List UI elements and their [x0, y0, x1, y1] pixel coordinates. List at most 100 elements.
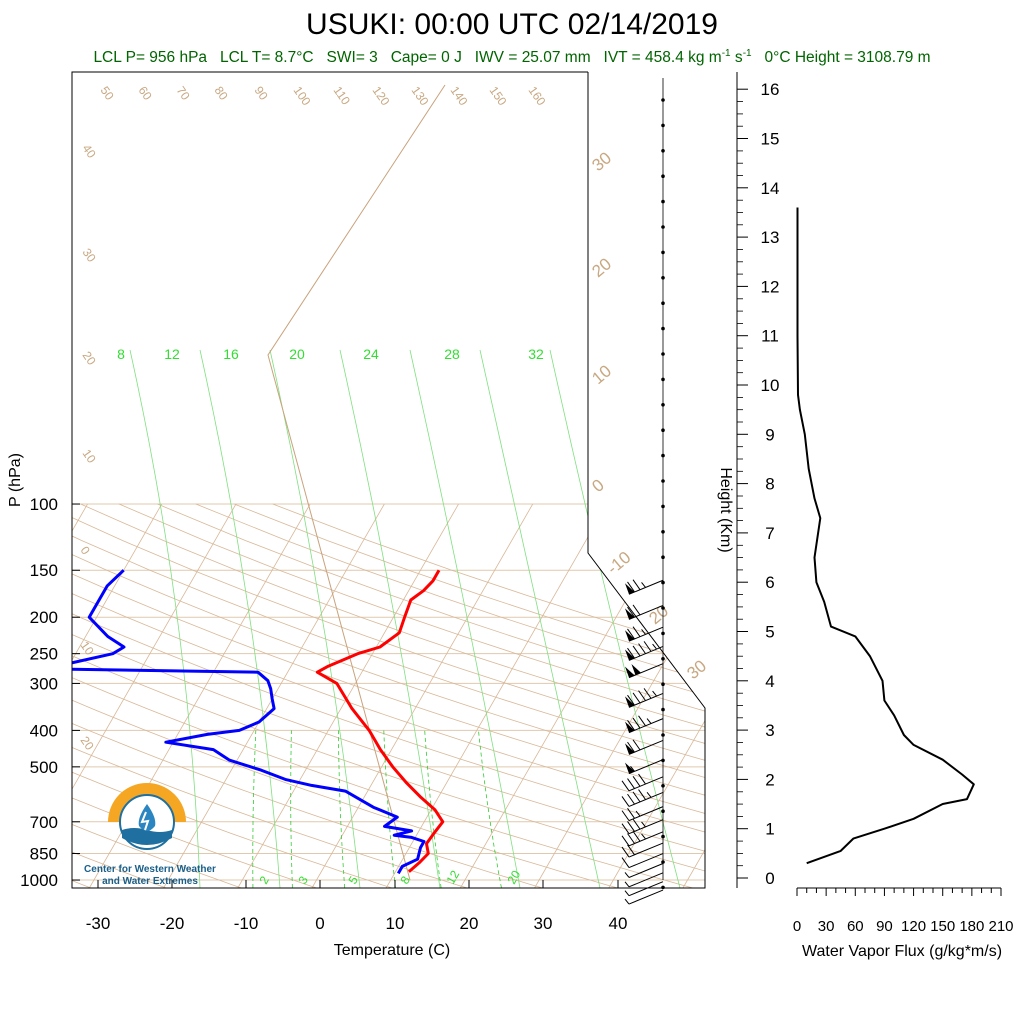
- isotherm: [534, 503, 705, 888]
- barb-level-dot: [661, 707, 665, 712]
- dry-adiabat: [72, 503, 705, 888]
- dry-adiabat-label: 20: [78, 734, 97, 753]
- wind-barb-flag: [625, 649, 635, 661]
- mixing-ratio-label: 12: [443, 868, 462, 887]
- dry-adiabat: [72, 503, 543, 888]
- ivt-text: IVT = 458.4 kg m-1 s-1: [603, 48, 752, 67]
- wind-barb-feather: [621, 846, 630, 858]
- height-tick-label: 4: [765, 672, 774, 691]
- y-tick-label: 500: [30, 758, 58, 777]
- barb-level-dot: [661, 530, 665, 534]
- wind-barb-feather: [638, 773, 646, 785]
- wind-barb-feather: [643, 688, 652, 699]
- wind-barb-flag: [625, 762, 635, 774]
- y-tick-label: 700: [30, 813, 58, 832]
- isotherm: [460, 503, 682, 888]
- x-tick-label: -10: [234, 914, 259, 933]
- isotherm: [682, 503, 705, 888]
- barb-level-dot: [661, 301, 665, 306]
- mixing-ratio-line: [338, 730, 346, 888]
- dry-adiabat: [72, 503, 705, 888]
- wind-barb-feather: [632, 692, 641, 704]
- wind-barb-feather: [627, 778, 635, 789]
- dry-adiabat-label: 50: [98, 84, 117, 103]
- dry-adiabat: [72, 503, 242, 888]
- dry-adiabat: [72, 503, 705, 888]
- height-tick-label: 8: [765, 475, 774, 494]
- x-axis-title: Temperature (C): [334, 942, 450, 959]
- barb-level-dot: [661, 403, 665, 407]
- y-tick-label: 400: [30, 721, 58, 740]
- wind-barb-feather: [632, 830, 641, 842]
- dry-adiabat-label: 10: [78, 639, 97, 658]
- isotherm: [608, 503, 705, 888]
- wind-barb-feather: [621, 780, 630, 792]
- y-tick-label: 200: [30, 608, 58, 627]
- wind-barb: [628, 739, 664, 755]
- wind-barb: [628, 645, 664, 661]
- logo-caption: Center for Western Weather and Water Ext…: [70, 864, 230, 888]
- wind-barb-feather: [632, 791, 641, 803]
- wind-barb-feather: [627, 844, 635, 856]
- height-tick-label: 9: [765, 425, 774, 444]
- height-tick-label: 13: [761, 228, 780, 247]
- barb-level-dot: [661, 123, 665, 128]
- dry-adiabat: [72, 503, 705, 888]
- wind-barb-feather: [627, 647, 635, 659]
- dry-adiabat-label: 140: [448, 84, 471, 109]
- wind-barb-feather: [627, 606, 635, 618]
- height-tick-label: 3: [765, 721, 774, 740]
- mixing-ratio-line: [478, 730, 502, 888]
- parcel-line: [267, 84, 446, 881]
- mixing-ratio-label: 20: [504, 868, 523, 887]
- barb-level-dot: [661, 555, 665, 559]
- wind-barb: [628, 604, 664, 620]
- wind-barb-feather: [627, 833, 635, 844]
- wind-barb-feather: [621, 835, 630, 847]
- isotherm-label: 30: [683, 656, 710, 683]
- wind-barb-feather: [643, 641, 652, 652]
- barb-level-dot: [661, 377, 665, 382]
- mixing-ratio-label: 2: [256, 873, 272, 886]
- skewt-sounding-lines: [72, 569, 445, 875]
- dry-adiabat-label: 70: [174, 84, 193, 103]
- dry-adiabat: [72, 503, 705, 888]
- wind-barb-half-feather: [646, 792, 652, 798]
- isotherm-label: 30: [588, 148, 615, 175]
- wind-barb-flag: [625, 583, 635, 595]
- mixing-ratio-label: 8: [397, 873, 413, 886]
- mixing-ratio-line: [383, 730, 396, 888]
- height-tick-label: 11: [761, 327, 779, 346]
- y-tick-label: 300: [30, 674, 58, 693]
- cape-text: Cape= 0 J: [390, 49, 462, 67]
- isotherm: [72, 503, 237, 888]
- barb-level-dot: [661, 885, 665, 890]
- barb-level-dot: [661, 631, 665, 636]
- dry-adiabat-label: 150: [487, 84, 510, 109]
- dry-adiabat-label: 160: [526, 84, 549, 109]
- water-vapor-flux-plot: 0 30 60 90 120 150 180 210 Water Vapor Flux (g/k…: [793, 207, 1014, 960]
- barb-level-dot: [661, 657, 665, 661]
- mixing-ratio-label: 28: [444, 346, 460, 362]
- wind-barbs: [621, 78, 665, 905]
- dry-adiabat-label: 100: [291, 84, 314, 109]
- flux-tick-label: 30: [818, 918, 835, 935]
- mixing-ratio-label: 3: [295, 873, 311, 886]
- wind-barb-feather: [632, 645, 641, 657]
- height-tick-label: 0: [765, 869, 774, 888]
- y-tick-label: 250: [30, 645, 58, 664]
- dry-adiabat: [118, 503, 705, 888]
- wind-barb-half-feather: [652, 643, 657, 650]
- wind-barb: [628, 819, 664, 835]
- barb-level-dot: [661, 606, 665, 610]
- dry-adiabat: [0, 504, 16, 888]
- dry-adiabat: [72, 503, 694, 888]
- skewt-axes: -30 -20 -10 0 10 20 30 401001502002503004005007…: [7, 453, 627, 959]
- wind-barb-feather: [627, 628, 635, 640]
- moist-adiabat: [269, 349, 361, 888]
- isotherm: [163, 503, 385, 888]
- dry-adiabat-label: 20: [80, 349, 99, 368]
- barb-level-dot: [661, 784, 665, 788]
